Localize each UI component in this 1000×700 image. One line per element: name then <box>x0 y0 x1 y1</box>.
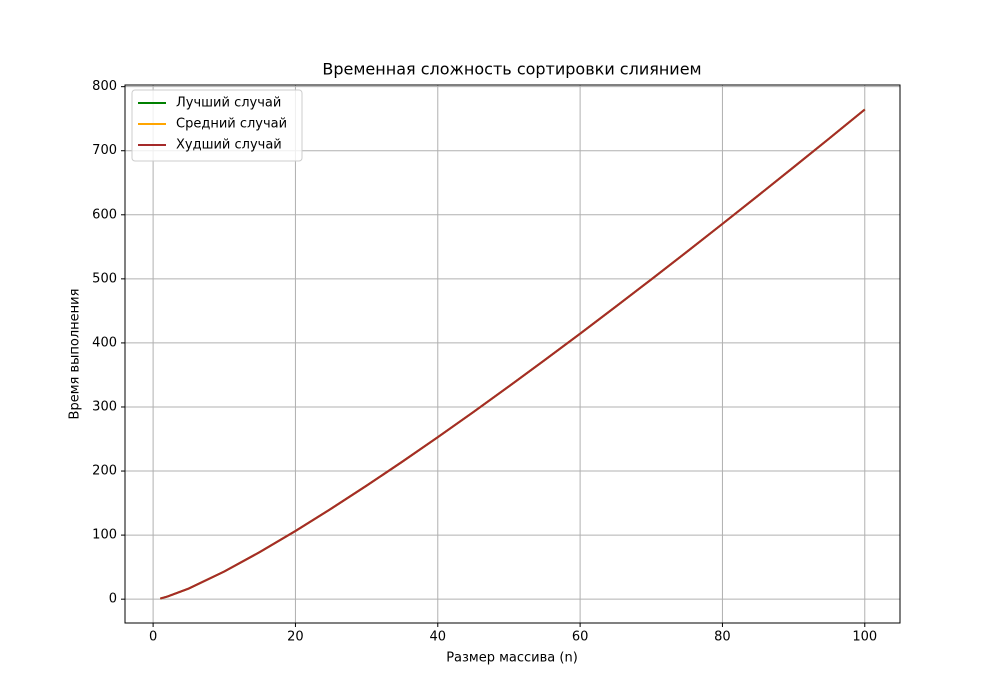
x-tick-label: 0 <box>149 630 157 645</box>
y-tick-label: 700 <box>92 143 117 158</box>
legend-label: Средний случай <box>176 117 287 132</box>
y-tick-label: 500 <box>92 271 117 286</box>
plot-frame <box>124 84 901 624</box>
y-tick-label: 600 <box>92 207 117 222</box>
y-tick-label: 200 <box>92 464 117 479</box>
x-tick-label: 20 <box>287 630 304 645</box>
x-tick-label: 100 <box>852 630 877 645</box>
y-tick-label: 400 <box>92 335 117 350</box>
y-tick-label: 300 <box>92 399 117 414</box>
legend-label: Лучший случай <box>176 96 281 111</box>
chart-title: Временная сложность сортировки слиянием <box>322 60 701 79</box>
line <box>159 108 866 600</box>
y-axis-label: Время выполнения <box>68 289 83 420</box>
x-tick-label: 80 <box>714 630 731 645</box>
x-axis-label: Размер массива (n) <box>446 651 578 666</box>
legend-box <box>131 89 303 162</box>
x-tick-label: 40 <box>430 630 447 645</box>
y-tick-label: 0 <box>109 592 117 607</box>
x-tick-label: 60 <box>572 630 589 645</box>
y-tick-label: 100 <box>92 528 117 543</box>
y-tick-label: 800 <box>92 79 117 94</box>
legend-label: Худший случай <box>176 138 282 153</box>
